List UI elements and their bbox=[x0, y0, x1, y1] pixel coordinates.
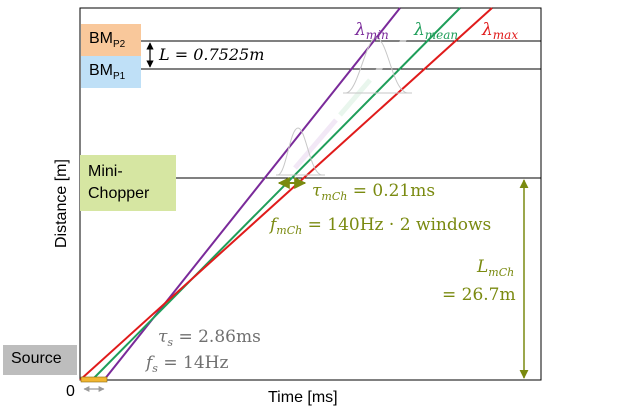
tau-s-label: τs = 2.86ms bbox=[158, 327, 261, 349]
lambda-mean-trajectory bbox=[91, 7, 461, 381]
distribution-at-bm bbox=[343, 37, 412, 94]
source-label: Source bbox=[11, 350, 62, 367]
f-s-label: fs = 14Hz bbox=[144, 353, 228, 375]
bm-p1-subscript: P1 bbox=[113, 71, 126, 83]
lambda-max-label: λmax bbox=[481, 20, 518, 42]
bm-p2-subscript: P2 bbox=[113, 39, 126, 51]
y-axis-label: Distance [m] bbox=[53, 159, 70, 248]
trajectories bbox=[79, 7, 493, 381]
x-axis-label: Time [ms] bbox=[268, 389, 338, 406]
source-pulse bbox=[80, 376, 108, 383]
bm-p1-label: BM bbox=[89, 62, 113, 79]
lambda-max-trajectory bbox=[79, 7, 493, 381]
lambda-mean-label: λmean bbox=[413, 20, 458, 42]
distribution-at-chopper bbox=[276, 127, 325, 176]
mini-chopper: Mini- Chopper bbox=[80, 155, 176, 211]
baseline-distance-label: L = 0.7525m bbox=[158, 45, 264, 64]
source: Source bbox=[3, 345, 77, 375]
lambda-min-label: λmin bbox=[354, 20, 389, 42]
beam-monitor-p1: BMP1 bbox=[81, 56, 141, 88]
beam-monitor-p2: BMP2 bbox=[81, 24, 141, 56]
transmitted-window bbox=[293, 33, 410, 170]
l-mch-symbol: LmCh bbox=[476, 257, 514, 279]
tau-mch-label: τmCh = 0.21ms bbox=[312, 181, 435, 203]
f-mch-label: fmCh = 140Hz · 2 windows bbox=[268, 215, 491, 237]
origin-label: 0 bbox=[66, 383, 75, 400]
mini-chopper-label: Mini- Chopper bbox=[88, 163, 150, 202]
bm-p2-label: BM bbox=[89, 30, 113, 47]
l-mch-value: = 26.7m bbox=[442, 285, 516, 305]
